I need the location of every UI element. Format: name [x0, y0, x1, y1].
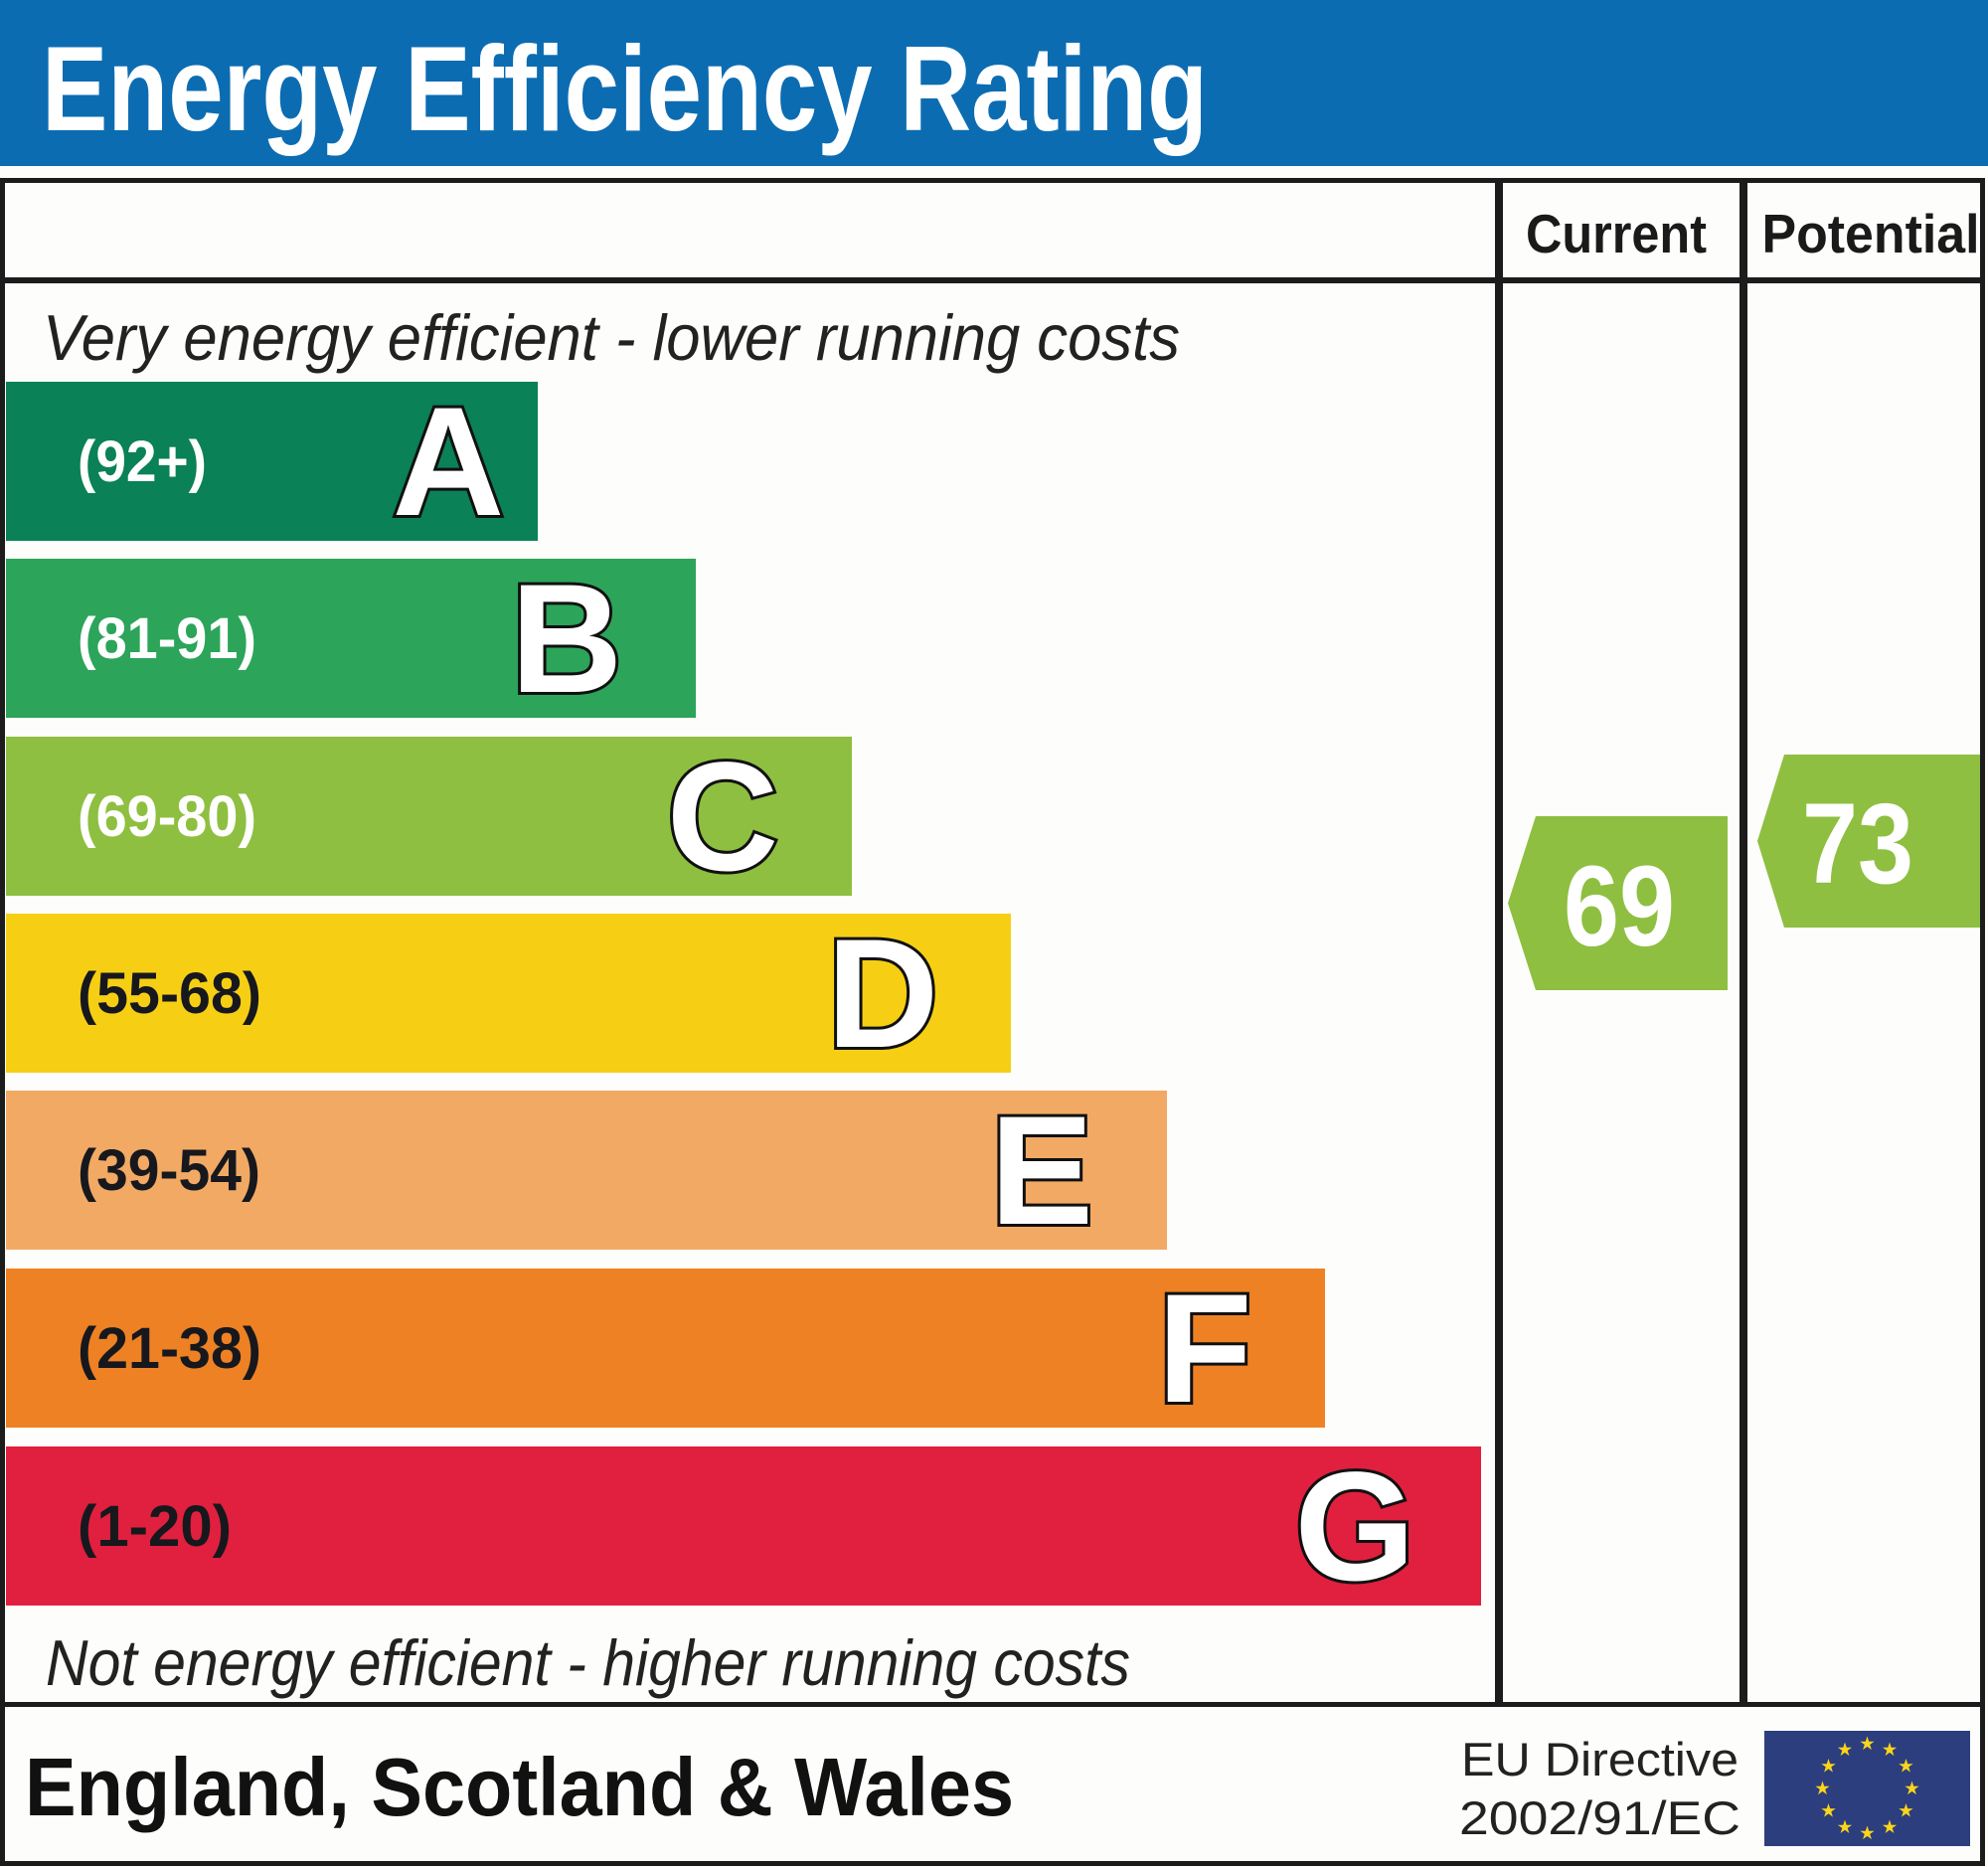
svg-text:Very energy efficient - lower: Very energy efficient - lower running co…: [43, 301, 1180, 374]
svg-text:73: 73: [1802, 780, 1913, 908]
svg-text:(69-80): (69-80): [78, 784, 256, 849]
svg-text:G: G: [1294, 1441, 1414, 1613]
svg-text:B: B: [511, 553, 623, 726]
svg-text:C: C: [667, 731, 779, 904]
svg-text:Potential: Potential: [1762, 203, 1980, 264]
svg-text:England, Scotland & Wales: England, Scotland & Wales: [25, 1741, 1014, 1833]
svg-text:(92+): (92+): [78, 429, 207, 494]
svg-text:(81-91): (81-91): [78, 606, 256, 671]
svg-text:Current: Current: [1526, 203, 1707, 264]
svg-text:EU Directive: EU Directive: [1461, 1733, 1739, 1785]
svg-text:D: D: [827, 908, 939, 1081]
svg-text:Not energy efficient - higher: Not energy efficient - higher running co…: [46, 1626, 1130, 1699]
svg-text:(1-20): (1-20): [78, 1494, 232, 1559]
svg-text:(21-38): (21-38): [78, 1316, 261, 1381]
svg-text:A: A: [393, 376, 505, 549]
svg-text:F: F: [1157, 1263, 1251, 1436]
svg-text:69: 69: [1564, 843, 1675, 970]
svg-text:E: E: [990, 1085, 1093, 1258]
svg-text:Energy Efficiency Rating: Energy Efficiency Rating: [42, 21, 1208, 156]
svg-text:(39-54): (39-54): [78, 1138, 260, 1203]
svg-text:(55-68): (55-68): [78, 961, 261, 1026]
svg-text:2002/91/EC: 2002/91/EC: [1459, 1791, 1740, 1844]
